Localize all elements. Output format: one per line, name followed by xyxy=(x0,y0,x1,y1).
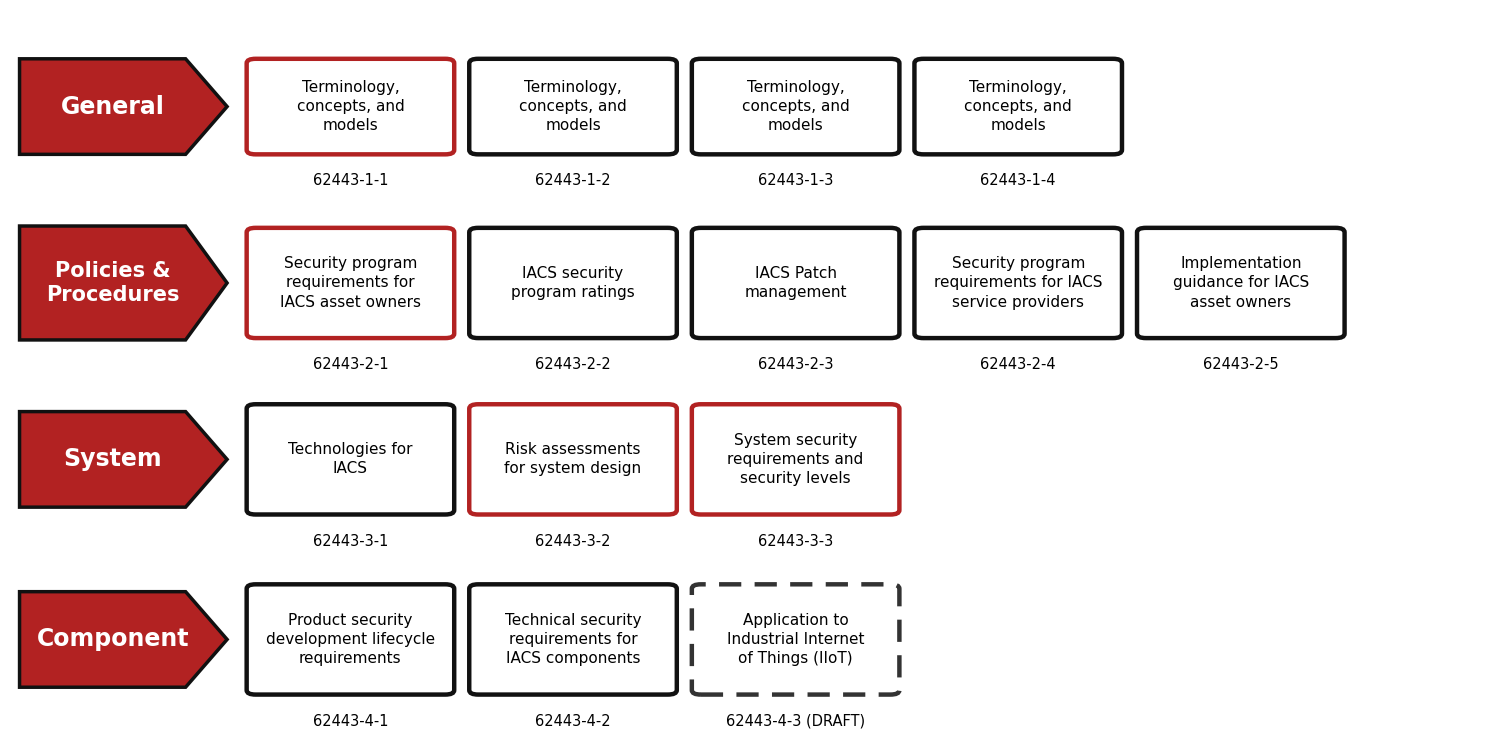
Text: Implementation
guidance for IACS
asset owners: Implementation guidance for IACS asset o… xyxy=(1173,257,1308,309)
Text: Terminology,
concepts, and
models: Terminology, concepts, and models xyxy=(519,80,627,133)
FancyBboxPatch shape xyxy=(469,59,677,154)
Text: 62443-2-3: 62443-2-3 xyxy=(758,357,833,372)
FancyBboxPatch shape xyxy=(692,404,899,514)
FancyBboxPatch shape xyxy=(469,404,677,514)
Polygon shape xyxy=(20,226,227,340)
Polygon shape xyxy=(20,412,227,507)
Text: 62443-4-1: 62443-4-1 xyxy=(313,714,388,728)
Text: System: System xyxy=(63,448,162,471)
FancyBboxPatch shape xyxy=(469,228,677,338)
Text: Risk assessments
for system design: Risk assessments for system design xyxy=(504,442,642,476)
Text: Policies &
Procedures: Policies & Procedures xyxy=(47,261,179,305)
FancyBboxPatch shape xyxy=(692,228,899,338)
Text: 62443-2-5: 62443-2-5 xyxy=(1203,357,1278,372)
Text: 62443-3-1: 62443-3-1 xyxy=(313,534,388,548)
Text: Component: Component xyxy=(36,628,190,651)
FancyBboxPatch shape xyxy=(914,59,1122,154)
Text: Terminology,
concepts, and
models: Terminology, concepts, and models xyxy=(296,80,405,133)
Text: 62443-1-1: 62443-1-1 xyxy=(313,173,388,188)
FancyBboxPatch shape xyxy=(914,228,1122,338)
Text: 62443-2-1: 62443-2-1 xyxy=(313,357,388,372)
Text: Technologies for
IACS: Technologies for IACS xyxy=(289,442,412,476)
Text: General: General xyxy=(62,95,165,118)
Polygon shape xyxy=(20,59,227,154)
Text: 62443-3-3: 62443-3-3 xyxy=(758,534,833,548)
Text: Technical security
requirements for
IACS components: Technical security requirements for IACS… xyxy=(505,613,641,666)
Text: 62443-4-3 (DRAFT): 62443-4-3 (DRAFT) xyxy=(726,714,865,728)
Text: Terminology,
concepts, and
models: Terminology, concepts, and models xyxy=(741,80,850,133)
Text: IACS security
program ratings: IACS security program ratings xyxy=(511,266,635,300)
Text: 62443-1-3: 62443-1-3 xyxy=(758,173,833,188)
Text: 62443-3-2: 62443-3-2 xyxy=(535,534,611,548)
FancyBboxPatch shape xyxy=(1137,228,1345,338)
Text: Terminology,
concepts, and
models: Terminology, concepts, and models xyxy=(964,80,1072,133)
Text: Security program
requirements for IACS
service providers: Security program requirements for IACS s… xyxy=(934,257,1102,309)
Text: Security program
requirements for
IACS asset owners: Security program requirements for IACS a… xyxy=(280,257,421,309)
Polygon shape xyxy=(20,592,227,687)
FancyBboxPatch shape xyxy=(692,59,899,154)
Text: System security
requirements and
security levels: System security requirements and securit… xyxy=(728,433,863,486)
FancyBboxPatch shape xyxy=(247,404,454,514)
Text: 62443-2-4: 62443-2-4 xyxy=(981,357,1056,372)
Text: 62443-1-2: 62443-1-2 xyxy=(535,173,611,188)
Text: 62443-2-2: 62443-2-2 xyxy=(535,357,611,372)
Text: 62443-4-2: 62443-4-2 xyxy=(535,714,611,728)
Text: 62443-1-4: 62443-1-4 xyxy=(981,173,1056,188)
FancyBboxPatch shape xyxy=(692,584,899,695)
FancyBboxPatch shape xyxy=(247,584,454,695)
Text: Product security
development lifecycle
requirements: Product security development lifecycle r… xyxy=(266,613,435,666)
Text: IACS Patch
management: IACS Patch management xyxy=(744,266,847,300)
FancyBboxPatch shape xyxy=(469,584,677,695)
FancyBboxPatch shape xyxy=(247,59,454,154)
Text: Application to
Industrial Internet
of Things (IIoT): Application to Industrial Internet of Th… xyxy=(726,613,865,666)
FancyBboxPatch shape xyxy=(247,228,454,338)
